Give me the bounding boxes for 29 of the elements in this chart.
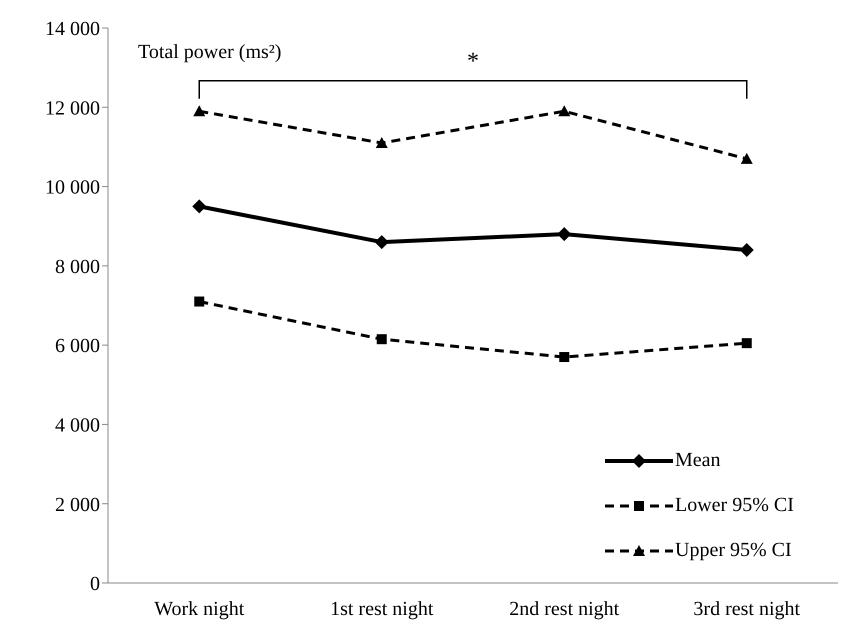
annotation: * <box>467 48 479 75</box>
point <box>376 136 388 148</box>
y-axis-title: Total power (ms²) <box>138 41 282 63</box>
point <box>742 338 752 348</box>
x-tick-label: 1st rest night <box>330 598 434 620</box>
x-tick-label: Work night <box>154 598 245 620</box>
point <box>740 152 753 164</box>
point <box>192 199 206 214</box>
legend-label: Upper 95% CI <box>675 539 792 562</box>
point <box>374 235 389 250</box>
y-tick-label: 4 000 <box>55 414 100 437</box>
x-tick-label: 3rd rest night <box>693 598 801 620</box>
point <box>740 243 754 257</box>
y-tick-label: 10 000 <box>45 176 100 199</box>
y-tick-label: 8 000 <box>55 256 100 278</box>
y-tick-label: 2 000 <box>55 494 100 516</box>
legend-label: Mean <box>675 449 721 472</box>
y-tick-label: 0 <box>90 573 100 596</box>
point <box>557 227 572 242</box>
legend-label: Lower 95% CI <box>675 494 794 517</box>
x-tick-label: 2nd rest night <box>509 598 620 620</box>
y-tick-label: 6 000 <box>55 335 100 358</box>
point <box>194 296 204 307</box>
point <box>558 105 570 116</box>
point <box>193 105 206 116</box>
y-tick-label: 12 000 <box>45 97 100 120</box>
y-tick-label: 14 000 <box>45 18 100 40</box>
point <box>376 334 387 344</box>
point <box>559 352 570 362</box>
